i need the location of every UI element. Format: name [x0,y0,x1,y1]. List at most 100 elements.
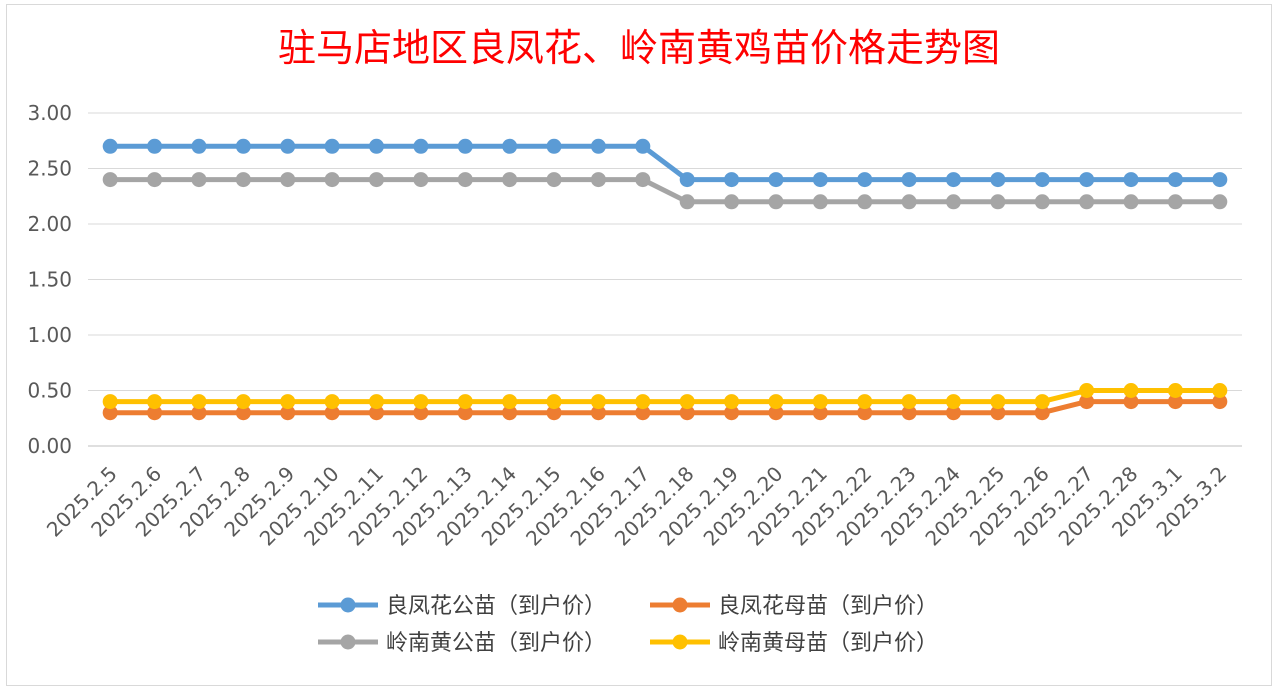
data-point [857,194,873,210]
data-point [147,138,163,154]
data-point [1212,383,1228,398]
data-point [990,405,1006,421]
data-point [901,172,917,188]
data-point [457,394,473,410]
data-point [191,405,207,421]
data-point [1167,394,1183,410]
data-point [901,405,917,421]
data-point [946,194,961,210]
data-point [191,138,207,154]
data-point [590,138,606,154]
data-point [546,394,562,410]
data-point [280,394,296,410]
legend-item: 岭南黄公苗（到户价） [318,631,606,656]
data-point [102,172,118,188]
data-point [502,405,518,421]
data-point [679,405,695,421]
data-point [457,405,473,421]
data-point [502,394,518,410]
data-point [679,194,695,210]
data-point [1212,172,1228,188]
data-point [635,405,651,421]
data-point [502,172,518,188]
data-point [1212,194,1228,210]
data-point [590,405,606,421]
data-point [502,138,518,154]
data-point [768,172,784,188]
legend-item: 岭南黄母苗（到户价） [650,631,938,656]
data-point [413,394,429,410]
data-point [324,138,340,154]
data-point [102,405,118,421]
data-point [280,172,296,188]
data-point [590,394,606,410]
data-point [1123,172,1139,188]
data-point [1079,394,1095,410]
data-point [280,405,296,421]
series-lines [102,138,1228,421]
data-point [1167,383,1183,398]
data-point [946,394,961,410]
data-point [1034,394,1050,410]
data-point [1034,172,1050,188]
series-group [102,172,1228,210]
data-point [147,394,163,410]
legend-swatch-marker [340,634,356,650]
data-point [413,138,429,154]
data-point [1079,172,1095,188]
data-point [1034,194,1050,210]
legend-swatch-marker [672,634,688,650]
data-point [457,138,473,154]
data-point [369,172,384,188]
data-point [102,138,118,154]
data-point [235,394,251,410]
data-point [812,194,828,210]
chart-title: 驻马店地区良凤花、岭南黄鸡苗价格走势图 [278,26,1000,70]
data-point [413,405,429,421]
data-point [324,405,340,421]
y-tick-label: 3.00 [27,101,72,125]
data-point [191,172,207,188]
legend: 良凤花公苗（到户价） 良凤花母苗（到户价） 岭南黄公苗（到户价） 岭南黄母苗（到户价） [318,594,938,656]
y-axis-tick-labels: 0.00 0.50 1.00 1.50 2.00 2.50 3.00 [27,101,72,458]
data-point [1212,394,1228,410]
data-point [768,194,784,210]
data-point [901,194,917,210]
data-point [1123,394,1139,410]
data-point [147,172,163,188]
data-point [724,394,740,410]
data-point [1079,383,1095,398]
legend-swatch-marker [340,597,356,613]
data-point [235,172,251,188]
y-tick-label: 0.00 [27,434,72,458]
series-group [102,383,1228,410]
y-tick-label: 2.00 [27,212,72,236]
data-point [946,405,961,421]
data-point [724,194,740,210]
data-point [369,138,384,154]
data-point [324,394,340,410]
data-point [457,172,473,188]
legend-label: 岭南黄母苗（到户价） [718,631,938,656]
data-point [857,172,873,188]
data-point [413,172,429,188]
y-tick-label: 2.50 [27,157,72,181]
chart-border [6,4,1272,686]
data-point [1167,172,1183,188]
series-group [102,138,1228,188]
data-point [191,394,207,410]
data-point [990,394,1006,410]
legend-item: 良凤花母苗（到户价） [650,594,938,619]
data-point [768,394,784,410]
data-point [324,172,340,188]
series-group [102,394,1228,421]
data-point [812,405,828,421]
data-point [724,405,740,421]
data-point [280,138,296,154]
y-tick-label: 1.00 [27,323,72,347]
data-point [990,172,1006,188]
data-point [147,405,163,421]
data-point [369,405,384,421]
data-point [1079,194,1095,210]
